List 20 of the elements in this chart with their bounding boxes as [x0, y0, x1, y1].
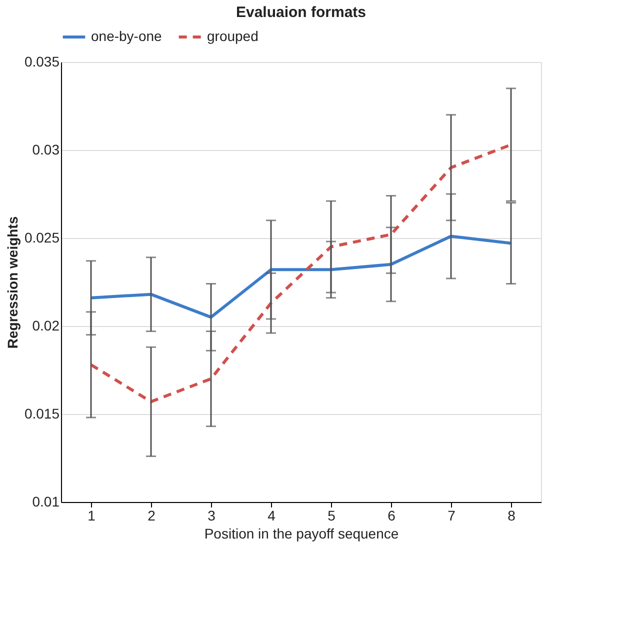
- chart-title: Evaluaion formats: [236, 4, 366, 21]
- line-series: [90, 234, 512, 319]
- x-tick-label: 7: [448, 508, 456, 524]
- legend-label: one-by-one: [91, 28, 162, 44]
- x-axis-title: Position in the payoff sequence: [204, 526, 399, 542]
- y-tick-label: 0.03: [32, 142, 60, 158]
- x-tick-label: 4: [268, 508, 276, 524]
- y-tick-label: 0.02: [32, 318, 60, 334]
- legend-label: grouped: [207, 28, 258, 44]
- x-tick-label: 8: [508, 508, 516, 524]
- y-axis-title: Regression weights: [4, 216, 20, 349]
- y-tick-label: 0.015: [24, 406, 60, 422]
- y-tick-label: 0.025: [24, 230, 60, 246]
- x-tick-label: 5: [328, 508, 336, 524]
- x-tick-label: 1: [88, 508, 96, 524]
- x-tick-label: 3: [208, 508, 216, 524]
- x-tick-label: 6: [388, 508, 396, 524]
- y-tick-label: 0.035: [24, 54, 60, 70]
- y-tick-label: 0.01: [32, 494, 60, 510]
- x-tick-label: 2: [148, 508, 156, 524]
